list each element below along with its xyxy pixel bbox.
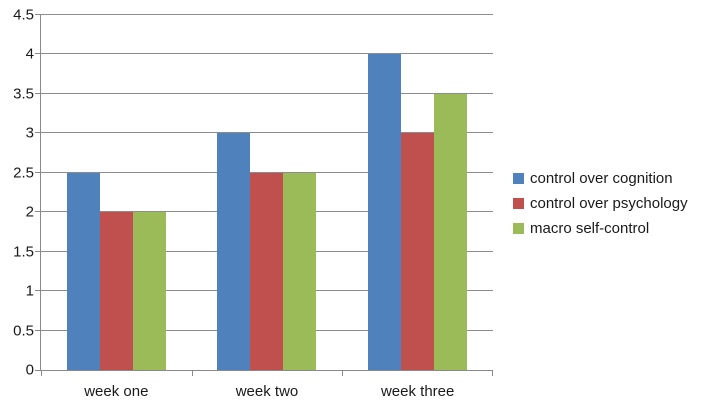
gridline bbox=[41, 14, 493, 15]
y-axis-label: 3.5 bbox=[13, 85, 34, 103]
y-axis-tick bbox=[35, 370, 41, 371]
bar-control-over-psychology-week-three bbox=[401, 133, 435, 370]
bar-macro-self-control-week-three bbox=[434, 93, 468, 370]
y-axis-label: 0.5 bbox=[13, 322, 34, 340]
y-axis-tick bbox=[35, 329, 41, 331]
y-axis-tick bbox=[35, 171, 41, 173]
bar-control-over-psychology-week-one bbox=[99, 212, 133, 370]
legend-swatch-icon bbox=[513, 173, 524, 184]
x-axis-label-week-two: week two bbox=[235, 383, 299, 400]
bar-macro-self-control-week-two bbox=[283, 172, 317, 370]
bar-group-week-three bbox=[342, 54, 493, 370]
gridline bbox=[41, 92, 493, 94]
x-axis-tick bbox=[41, 371, 42, 376]
y-axis-tick bbox=[35, 290, 41, 292]
bar-control-over-cognition-week-one bbox=[66, 172, 100, 370]
legend-swatch-icon bbox=[513, 223, 524, 234]
y-axis-label: 0 bbox=[25, 361, 34, 379]
x-axis-tick bbox=[342, 371, 343, 376]
x-axis-label-week-three: week three bbox=[380, 383, 455, 400]
bar-control-over-cognition-week-three bbox=[368, 54, 402, 370]
legend-item-control-over-psychology: control over psychology bbox=[513, 191, 688, 216]
y-axis-tick bbox=[35, 250, 41, 252]
legend-label: control over cognition bbox=[530, 170, 673, 187]
legend-item-macro-self-control: macro self-control bbox=[513, 216, 688, 241]
y-axis-label: 2 bbox=[25, 203, 34, 221]
legend-label: macro self-control bbox=[530, 220, 650, 237]
gridline bbox=[41, 132, 493, 134]
legend: control over cognition control over psych… bbox=[513, 166, 688, 241]
gridline bbox=[41, 171, 493, 173]
y-axis-label: 1.5 bbox=[13, 243, 34, 261]
y-axis-tick bbox=[35, 211, 41, 213]
x-axis-tick bbox=[492, 371, 493, 376]
y-axis-label: 1 bbox=[25, 282, 34, 300]
x-axis-label-week-one: week one bbox=[84, 383, 149, 400]
legend-swatch-icon bbox=[513, 198, 524, 209]
y-axis-label: 2.5 bbox=[13, 164, 34, 182]
y-axis-tick bbox=[35, 132, 41, 134]
plot-area: 0 0.5 1 1.5 2 2.5 3 3.5 4 4.5 week one week two week… bbox=[13, 8, 493, 399]
y-axis-tick bbox=[35, 14, 41, 15]
x-axis-tick bbox=[192, 371, 193, 376]
legend-item-control-over-cognition: control over cognition bbox=[513, 166, 688, 191]
bar-control-over-psychology-week-two bbox=[250, 172, 284, 370]
bar-control-over-cognition-week-two bbox=[217, 133, 251, 370]
bar-group-week-one bbox=[41, 172, 192, 370]
bar-macro-self-control-week-one bbox=[132, 212, 166, 370]
y-axis-label: 3 bbox=[25, 124, 34, 142]
gridline bbox=[41, 53, 493, 55]
y-axis-tick bbox=[35, 92, 41, 94]
legend-label: control over psychology bbox=[530, 195, 688, 212]
bar-group-week-two bbox=[192, 133, 343, 370]
y-axis-tick bbox=[35, 53, 41, 55]
y-axis-label: 4 bbox=[25, 45, 34, 63]
y-axis-label: 4.5 bbox=[13, 6, 34, 24]
